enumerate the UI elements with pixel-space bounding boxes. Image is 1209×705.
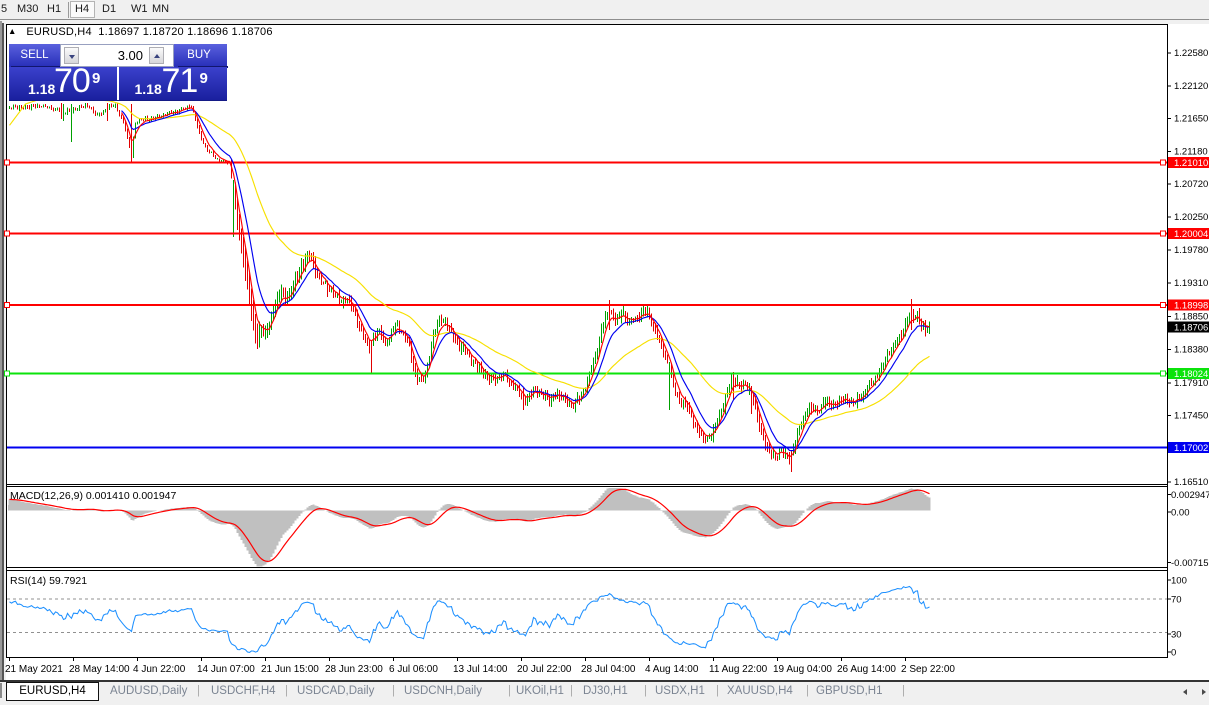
svg-text:RSI(14) 59.7921: RSI(14) 59.7921 (10, 575, 87, 587)
svg-text:19 Aug 04:00: 19 Aug 04:00 (773, 664, 832, 675)
svg-text:1.18706: 1.18706 (1174, 323, 1208, 334)
svg-text:70: 70 (1171, 595, 1182, 606)
svg-text:1.16510: 1.16510 (1174, 477, 1208, 488)
svg-text:1.22120: 1.22120 (1174, 81, 1208, 92)
svg-text:1.20250: 1.20250 (1174, 212, 1208, 223)
svg-text:100: 100 (1171, 576, 1187, 587)
svg-text:1.17002: 1.17002 (1174, 443, 1208, 454)
svg-text:1.17910: 1.17910 (1174, 378, 1208, 389)
svg-text:1.21650: 1.21650 (1174, 114, 1208, 125)
svg-text:1.19310: 1.19310 (1174, 278, 1208, 289)
svg-text:1.20004: 1.20004 (1174, 229, 1208, 240)
svg-text:1.18850: 1.18850 (1174, 312, 1208, 323)
svg-text:1.17450: 1.17450 (1174, 411, 1208, 422)
svg-text:30: 30 (1171, 630, 1182, 641)
svg-text:1.20720: 1.20720 (1174, 179, 1208, 190)
svg-text:1.18024: 1.18024 (1174, 369, 1208, 380)
svg-text:1.22580: 1.22580 (1174, 48, 1208, 59)
svg-text:1.19780: 1.19780 (1174, 245, 1208, 256)
svg-text:28 May 14:00: 28 May 14:00 (69, 664, 130, 675)
svg-text:0.00: 0.00 (1171, 508, 1190, 519)
svg-text:1.21010: 1.21010 (1174, 158, 1208, 169)
svg-text:28 Jun 23:00: 28 Jun 23:00 (325, 664, 383, 675)
svg-text:28 Jul 04:00: 28 Jul 04:00 (581, 664, 636, 675)
svg-text:14 Jun 07:00: 14 Jun 07:00 (197, 664, 255, 675)
svg-text:4 Aug 14:00: 4 Aug 14:00 (645, 664, 699, 675)
svg-text:4 Jun 22:00: 4 Jun 22:00 (133, 664, 186, 675)
svg-text:21 Jun 15:00: 21 Jun 15:00 (261, 664, 319, 675)
svg-text:1.18380: 1.18380 (1174, 345, 1208, 356)
svg-text:21 May 2021: 21 May 2021 (5, 664, 63, 675)
svg-text:26 Aug 14:00: 26 Aug 14:00 (837, 664, 896, 675)
svg-text:2 Sep 22:00: 2 Sep 22:00 (901, 664, 955, 675)
svg-text:0: 0 (1171, 648, 1176, 659)
svg-text:MACD(12,26,9) 0.001410 0.00194: MACD(12,26,9) 0.001410 0.001947 (10, 490, 177, 502)
svg-text:1.21180: 1.21180 (1174, 147, 1208, 158)
svg-text:11 Aug 22:00: 11 Aug 22:00 (709, 664, 768, 675)
svg-text:1.18998: 1.18998 (1174, 301, 1208, 312)
svg-text:13 Jul 14:00: 13 Jul 14:00 (453, 664, 508, 675)
svg-text:20 Jul 22:00: 20 Jul 22:00 (517, 664, 572, 675)
svg-text:6 Jul 06:00: 6 Jul 06:00 (389, 664, 438, 675)
svg-text:0.002947: 0.002947 (1171, 490, 1209, 501)
svg-text:-0.007157: -0.007157 (1171, 558, 1209, 569)
